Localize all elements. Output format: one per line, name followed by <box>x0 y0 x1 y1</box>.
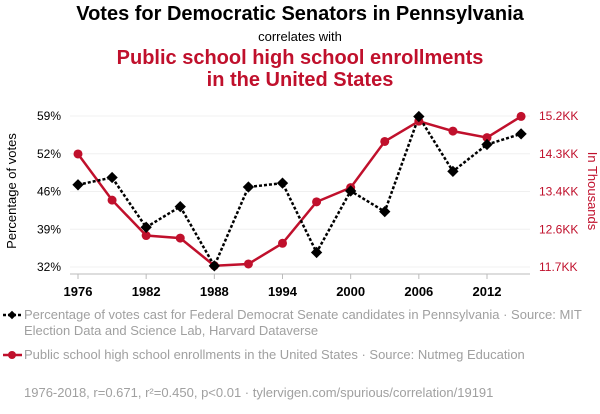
y-tick-left: 52% <box>37 147 61 161</box>
x-tick-label: 2006 <box>404 284 433 299</box>
series1-point <box>140 221 152 233</box>
title2-line1: Public school high school enrollments <box>116 47 484 69</box>
series2-point <box>380 136 390 146</box>
series2-point <box>516 111 526 121</box>
series2-point <box>141 231 151 241</box>
series2-point <box>243 259 253 269</box>
y-axis-label-right: In Thousands <box>585 152 600 231</box>
y-tick-left: 39% <box>37 222 61 236</box>
series1-point <box>242 181 255 193</box>
chart-title: Votes for Democratic Senators in Pennsyl… <box>76 3 524 25</box>
x-tick-label: 1982 <box>132 284 161 299</box>
y-axis-label-left: Percentage of votes <box>4 133 19 249</box>
series1-point <box>208 260 220 272</box>
legend-item-series1: Percentage of votes cast for Federal Dem… <box>24 307 594 339</box>
legend-marker-series2 <box>8 351 16 359</box>
series1-point <box>481 138 493 151</box>
x-tick-label: 1988 <box>200 284 229 299</box>
y-tick-right: 12.6KK <box>539 222 578 236</box>
y-tick-left: 59% <box>37 109 61 123</box>
series2-point <box>278 238 287 248</box>
y-tick-right: 14.3KK <box>539 147 578 161</box>
legend-label-series2: Public school high school enrollments in… <box>24 347 525 362</box>
series2-point <box>312 197 322 207</box>
series1-point <box>345 185 357 197</box>
y-tick-right: 13.4KK <box>539 185 578 199</box>
y-tick-left: 46% <box>37 185 61 199</box>
legend-item-series2: Public school high school enrollments in… <box>24 347 594 363</box>
series1-point <box>310 246 323 259</box>
series2-point <box>482 133 492 143</box>
series1-point <box>174 200 186 213</box>
series1-line <box>77 113 522 269</box>
x-tick-label: 1976 <box>64 284 93 299</box>
series2-line <box>76 115 522 267</box>
chart-subtitle: correlates with <box>258 29 342 44</box>
legend-label-series1: Percentage of votes cast for Federal Dem… <box>24 307 582 338</box>
series2-point <box>73 149 83 159</box>
x-tick-label: 2000 <box>336 284 365 299</box>
footer-stats: 1976-2018, r=0.671, r²=0.450, p<0.01 · t… <box>24 385 494 400</box>
x-tick-label: 1994 <box>268 284 298 299</box>
y-tick-right: 15.2KK <box>539 109 578 123</box>
chart-title-2: Public school high school enrollments in … <box>0 47 600 91</box>
title2-line2: in the United States <box>206 69 394 91</box>
x-tick-label: 2012 <box>473 284 502 299</box>
y-tick-right: 11.7KK <box>539 260 577 274</box>
series1-point <box>379 205 391 218</box>
series2-point <box>107 195 117 205</box>
series1-point <box>515 128 527 140</box>
series2-point <box>448 126 458 136</box>
series1-point <box>276 177 289 189</box>
legend-marker-series1 <box>7 310 17 320</box>
series1-point <box>72 179 84 191</box>
y-tick-left: 32% <box>37 260 61 274</box>
series1-point <box>447 165 459 178</box>
series2-point <box>175 233 185 243</box>
